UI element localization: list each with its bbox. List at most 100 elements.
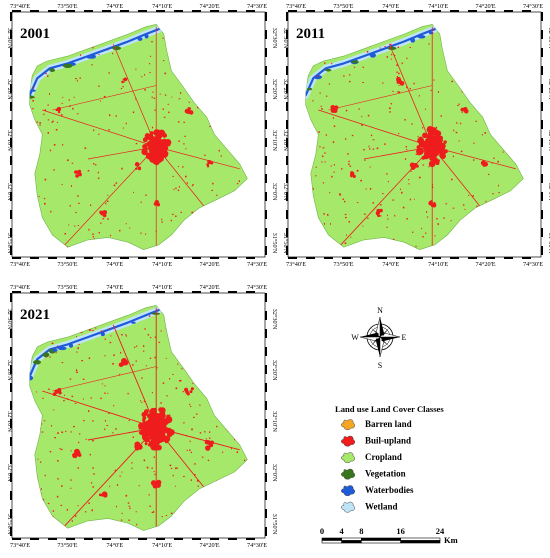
village-dot: [410, 170, 412, 172]
built-up-patch: [137, 163, 140, 166]
built-up-patch: [147, 413, 150, 417]
village-dot: [186, 182, 188, 184]
longitude-tick-label: 73°50'E: [333, 3, 353, 10]
longitude-labels-top: 73°40'E 73°50'E 74°0'E 74°10'E 74°20'E 74°30'…: [286, 3, 543, 10]
legend-label: Cropland: [365, 452, 402, 462]
village-dot: [123, 81, 126, 83]
village-dot: [190, 479, 192, 481]
village-dot: [177, 165, 179, 168]
built-up-patch: [122, 359, 129, 366]
village-dot: [236, 183, 239, 185]
built-up-patch: [439, 150, 446, 157]
longitude-tick-label: 73°50'E: [57, 284, 77, 291]
village-dot: [319, 92, 321, 94]
latitude-labels-right: 32°30'N 32°20'N 32°10'N 32°0'N 31°50'N: [547, 28, 550, 254]
scale-tick-label: 8: [359, 526, 363, 536]
longitude-tick-label: 73°40'E: [286, 3, 306, 10]
village-dot: [61, 431, 64, 433]
village-dot: [89, 453, 91, 456]
village-dot: [44, 474, 46, 477]
village-dot: [79, 77, 81, 79]
village-dot: [408, 179, 410, 181]
village-dot: [107, 49, 109, 51]
village-dot: [356, 169, 359, 172]
village-dot: [82, 378, 85, 380]
latitude-tick-label: 32°30'N: [271, 309, 278, 330]
village-dot: [140, 400, 142, 402]
village-dot: [97, 171, 99, 174]
built-up-patch: [101, 210, 106, 215]
village-dot: [140, 232, 142, 234]
village-dot: [52, 510, 55, 512]
village-dot: [190, 451, 193, 453]
village-dot: [426, 211, 428, 213]
village-dot: [73, 96, 75, 98]
village-dot: [37, 458, 39, 460]
water-patch: [428, 31, 434, 35]
village-dot: [129, 507, 131, 510]
longitude-tick-label: 74°10'E: [428, 3, 448, 10]
water-patch: [417, 35, 426, 39]
built-up-patch: [153, 407, 157, 412]
built-up-patch: [57, 110, 61, 114]
village-dot: [389, 107, 391, 110]
village-dot: [154, 473, 156, 476]
village-dot: [451, 80, 454, 83]
village-dot: [143, 400, 146, 402]
village-dot: [51, 342, 54, 345]
longitude-tick-label: 74°20'E: [476, 261, 496, 268]
village-dot: [321, 108, 323, 110]
village-dot: [40, 488, 42, 490]
longitude-tick-label: 74°20'E: [476, 3, 496, 10]
compass-east-label: E: [402, 333, 407, 342]
village-dot: [350, 174, 352, 176]
village-dot: [409, 47, 411, 49]
village-dot: [460, 150, 463, 153]
village-dot: [95, 327, 97, 329]
village-dot: [186, 434, 188, 437]
village-dot: [165, 357, 167, 360]
village-dot: [104, 392, 106, 394]
village-dot: [151, 96, 153, 98]
longitude-tick-label: 73°40'E: [10, 284, 30, 291]
village-dot: [182, 166, 184, 168]
village-dot: [424, 108, 426, 110]
compass-south-label: S: [378, 361, 382, 370]
village-dot: [457, 104, 459, 106]
village-dot: [391, 53, 393, 56]
village-dot: [165, 515, 168, 516]
village-dot: [406, 218, 408, 220]
longitude-tick-label: 74°20'E: [200, 542, 220, 549]
longitude-tick-label: 74°10'E: [152, 542, 172, 549]
built-up-patch: [424, 133, 429, 138]
latitude-labels-right: 32°30'N 32°20'N 32°10'N 32°0'N 31°50'N: [271, 28, 278, 254]
village-dot: [108, 72, 110, 74]
legend-label: Vegetation: [365, 469, 406, 479]
built-up-patch: [141, 434, 149, 441]
village-dot: [331, 175, 333, 178]
village-dot: [147, 333, 149, 336]
village-dot: [67, 398, 69, 400]
legend-item: Buil-upland: [341, 436, 411, 447]
village-dot: [178, 380, 181, 382]
village-dot: [158, 408, 160, 411]
village-dot: [211, 189, 213, 191]
village-dot: [164, 72, 166, 75]
village-dot: [368, 145, 370, 148]
village-dot: [43, 498, 45, 501]
built-up-patch: [481, 160, 486, 166]
village-dot: [421, 227, 423, 230]
water-patch: [144, 34, 149, 39]
village-dot: [438, 159, 440, 161]
village-dot: [344, 242, 347, 244]
village-dot: [36, 121, 39, 123]
village-dot: [397, 91, 400, 93]
village-dot: [452, 207, 455, 209]
longitude-tick-label: 73°40'E: [10, 542, 30, 549]
village-dot: [55, 351, 57, 354]
water-patch: [68, 343, 74, 348]
village-dot: [74, 402, 77, 404]
legend-swatch: [341, 485, 355, 497]
scale-segment: [341, 540, 362, 544]
village-dot: [119, 373, 121, 376]
